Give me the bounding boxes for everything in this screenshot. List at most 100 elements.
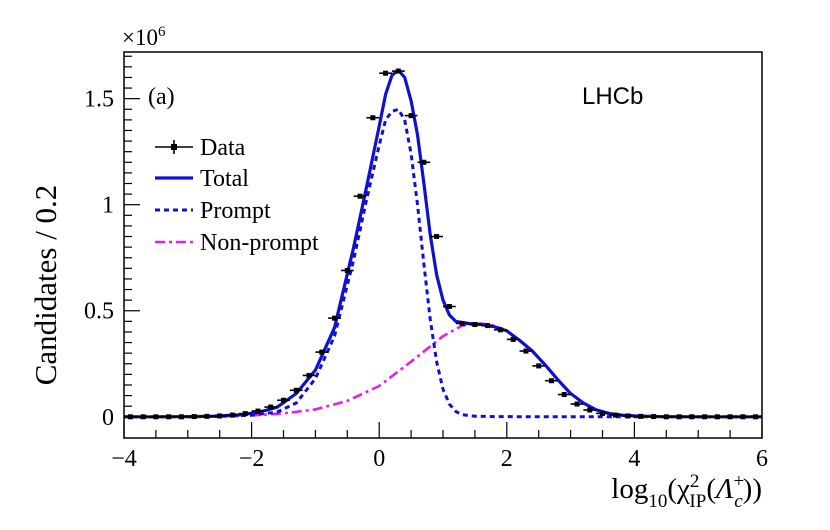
series-prompt-line	[124, 107, 762, 419]
data-point-marker	[548, 378, 554, 384]
data-point-marker	[663, 414, 669, 420]
data-point-marker	[497, 327, 503, 333]
data-point-marker	[166, 414, 172, 420]
data-point-marker	[600, 410, 605, 416]
data-point	[455, 320, 469, 326]
data-point-marker	[510, 336, 516, 342]
x-tick-label: 6	[756, 446, 768, 472]
data-point	[659, 414, 673, 420]
data-point	[251, 408, 265, 414]
x-tick-label: 2	[501, 446, 513, 472]
data-point-marker	[242, 411, 248, 417]
data-point	[404, 113, 418, 119]
data-point-marker	[332, 315, 338, 321]
data-point-marker	[281, 397, 286, 403]
data-point-marker	[306, 372, 312, 378]
data-point-marker	[561, 392, 567, 398]
data-point	[136, 414, 150, 420]
data-point	[315, 349, 329, 355]
data-point	[391, 68, 405, 74]
x-tick-label: −2	[239, 446, 265, 472]
data-point	[506, 336, 520, 342]
data-point	[379, 70, 392, 76]
panel-label: (a)	[148, 84, 175, 110]
legend-entry-prompt: Prompt	[155, 198, 271, 224]
data-point	[468, 322, 482, 328]
data-point-marker	[153, 414, 159, 420]
legend-label: Total	[200, 166, 249, 192]
data-point	[366, 115, 380, 121]
data-point	[481, 323, 495, 329]
y-scale-factor: ×106	[122, 24, 166, 50]
data-point-marker	[178, 414, 184, 420]
data-point	[328, 315, 341, 321]
data-point	[226, 412, 239, 418]
legend-entry-data: Data	[155, 135, 246, 161]
legend: Data Total Prompt Non-prompt	[155, 135, 319, 256]
data-point	[634, 413, 648, 419]
data-point	[213, 413, 227, 419]
y-tick-label: 0.5	[84, 299, 114, 325]
data-point	[685, 414, 699, 420]
data-point	[187, 414, 201, 420]
data-point-marker	[625, 413, 631, 419]
legend-label: Data	[200, 135, 246, 161]
data-point	[200, 413, 214, 419]
data-point-marker	[485, 323, 491, 329]
data-point	[124, 414, 137, 420]
data-point	[302, 372, 316, 378]
data-point-marker	[217, 413, 223, 419]
data-point	[532, 363, 546, 369]
y-tick-label: 1	[102, 193, 114, 219]
data-point-marker	[293, 387, 299, 393]
data-point	[417, 159, 431, 165]
data-point-marker	[395, 68, 401, 74]
data-point-marker	[689, 414, 695, 420]
series-non-prompt-line	[124, 322, 762, 419]
data-point-marker	[612, 412, 618, 418]
legend-entry-non-prompt: Non-prompt	[155, 230, 319, 256]
data-point-marker	[140, 414, 146, 420]
data-point	[149, 414, 163, 420]
data-point	[736, 414, 750, 420]
data-point-marker	[191, 414, 197, 420]
y-tick-label: 0	[102, 405, 114, 431]
experiment-label: LHCb	[582, 83, 643, 110]
data-point	[238, 411, 252, 417]
data-point-marker	[651, 414, 657, 420]
legend-data-marker	[171, 144, 177, 150]
data-point-marker	[434, 234, 440, 240]
data-point	[162, 414, 176, 420]
data-point-marker	[714, 414, 720, 420]
data-point	[264, 404, 278, 410]
data-point-marker	[587, 407, 593, 413]
series-total-line	[124, 68, 762, 419]
data-point-marker	[255, 408, 261, 414]
plot-frame	[123, 51, 763, 439]
data-point	[723, 414, 737, 420]
data-point	[175, 414, 188, 420]
data-point-marker	[523, 348, 529, 354]
data-point-marker	[408, 113, 414, 119]
data-point	[596, 410, 609, 416]
data-point	[494, 327, 507, 333]
x-tick-label: 0	[373, 446, 385, 472]
legend-label: Prompt	[200, 198, 271, 224]
x-axis-label: log10(χ2 IP(Λ+ c))	[611, 471, 762, 512]
data-point-marker	[446, 304, 452, 310]
data-point	[340, 267, 354, 273]
data-point	[698, 414, 711, 420]
data-point	[430, 234, 443, 240]
legend-label: Non-prompt	[200, 230, 319, 256]
data-point	[353, 193, 367, 199]
data-point-marker	[421, 159, 427, 165]
data-point-marker	[127, 414, 133, 420]
y-tick-label: 1.5	[84, 87, 114, 113]
data-point	[443, 304, 456, 310]
data-point-marker	[472, 322, 478, 328]
data-point	[557, 392, 571, 398]
data-point-marker	[574, 401, 580, 407]
data-point	[583, 407, 597, 413]
data-point	[647, 414, 660, 420]
